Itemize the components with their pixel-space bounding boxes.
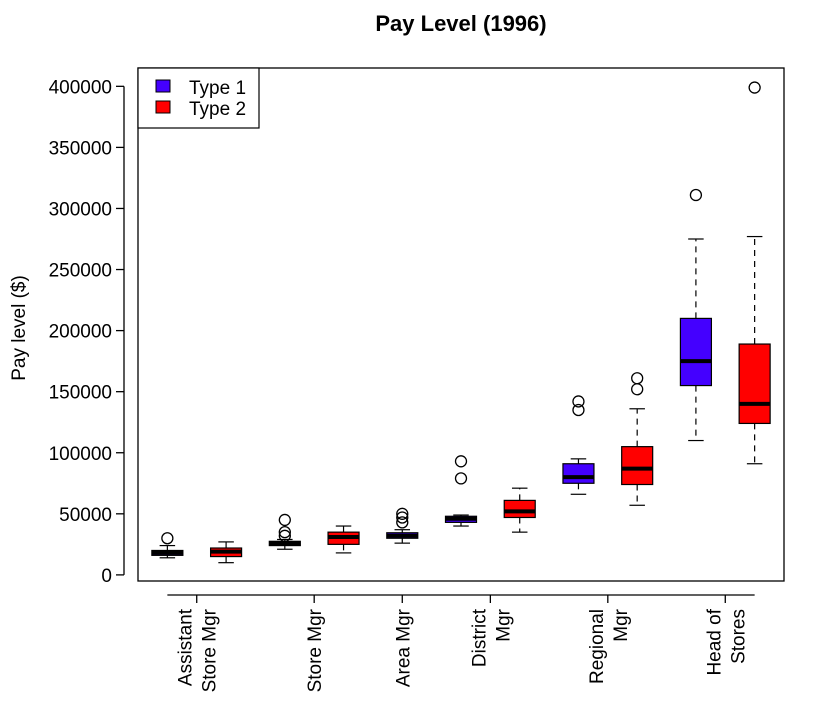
box-type-2 [621, 372, 654, 506]
box-type-2 [503, 487, 536, 533]
y-axis-label: Pay level ($) [9, 275, 30, 381]
x-tick-label: Store Mgr [305, 608, 326, 692]
outlier-point [572, 403, 585, 417]
y-tick-label: 50000 [59, 505, 112, 526]
x-tick-label: Store Mgr [200, 608, 221, 692]
iqr-box [679, 317, 713, 387]
outlier-point [689, 188, 703, 202]
plot-frame [137, 67, 785, 582]
box-type-1 [386, 507, 419, 544]
x-axis: Assistant Store Mgr Store Mgr Area Mgr Distr… [167, 594, 755, 692]
y-axis: 0 50000 100000 150000 200000 250000 300000 3500… [49, 77, 125, 587]
iqr-box [503, 499, 536, 519]
chart-title: Pay Level (1996) [375, 11, 546, 36]
x-tick-label: Area Mgr [393, 608, 414, 687]
iqr-box [738, 343, 771, 425]
y-tick-label: 0 [101, 566, 112, 587]
x-tick-label: Head of [704, 608, 725, 675]
legend-swatch-type-2 [155, 100, 171, 114]
legend-label-type-2: Type 2 [189, 99, 246, 120]
outlier-point [396, 507, 409, 520]
box-type-1 [562, 395, 595, 495]
legend-label-type-1: Type 1 [189, 78, 246, 99]
outlier-point [396, 511, 409, 524]
iqr-box [562, 463, 595, 484]
y-tick-label: 400000 [49, 77, 112, 98]
y-tick-label: 100000 [49, 444, 112, 465]
y-tick-label: 200000 [49, 322, 112, 343]
outlier-point [631, 383, 644, 396]
legend-frame [137, 67, 260, 129]
box-type-1 [151, 532, 184, 559]
box-type-1 [679, 188, 713, 442]
outlier-point [278, 525, 291, 539]
x-tick-label: Stores [728, 609, 749, 664]
iqr-box [621, 446, 654, 486]
legend-swatch-type-1 [155, 79, 171, 93]
x-tick-label: Assistant [176, 608, 197, 686]
outlier-point [278, 513, 291, 527]
outlier-point [396, 516, 409, 529]
x-tick-label: Mgr [493, 608, 514, 641]
box-type-1 [268, 513, 301, 550]
outlier-point [748, 81, 761, 94]
x-tick-label: Mgr [611, 608, 632, 641]
outlier-point [278, 529, 291, 542]
y-tick-label: 350000 [49, 138, 112, 159]
box-type-2 [738, 81, 771, 465]
box-type-1 [444, 455, 478, 527]
x-tick-label: Regional [587, 609, 608, 684]
box-type-2 [209, 541, 243, 564]
outlier-point [454, 472, 468, 485]
outlier-point [631, 372, 644, 385]
outlier-point [454, 455, 468, 468]
y-tick-label: 150000 [49, 383, 112, 404]
legend: Type 1 Type 2 [137, 67, 260, 129]
x-tick-label: District [469, 608, 490, 667]
box-type-2 [327, 525, 360, 554]
outlier-point [572, 395, 585, 408]
y-tick-label: 250000 [49, 261, 112, 282]
outlier-point [161, 532, 174, 545]
y-tick-label: 300000 [49, 199, 112, 220]
boxes [151, 81, 771, 564]
